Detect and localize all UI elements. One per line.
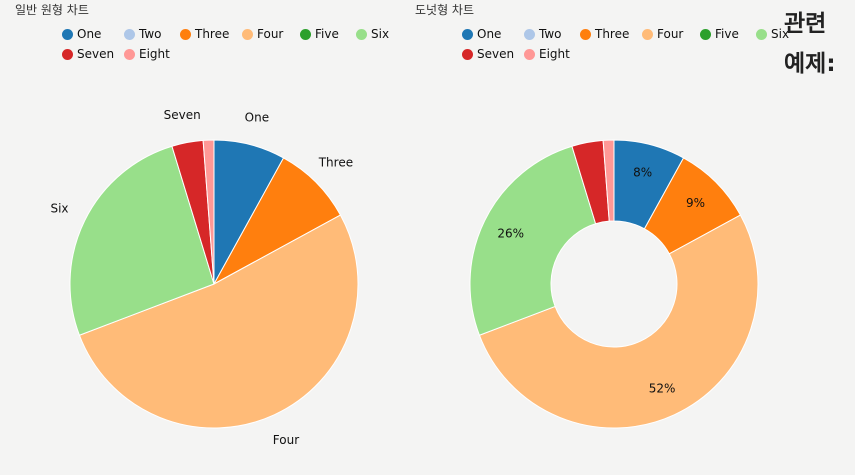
slice-eight[interactable] xyxy=(202,139,215,285)
legend-swatch xyxy=(462,48,473,60)
legend-label: Seven xyxy=(77,47,115,61)
legend-item-six[interactable]: Six xyxy=(356,27,389,41)
donut-chart: 8% 9% 52% 26% xyxy=(469,139,759,429)
legend-item-three[interactable]: Three xyxy=(580,27,629,41)
slice-three[interactable] xyxy=(212,157,342,286)
legend-item-one[interactable]: One xyxy=(62,27,101,41)
legend-swatch xyxy=(124,48,135,60)
legend-label: Eight xyxy=(139,47,170,61)
legend-item-four[interactable]: Four xyxy=(642,27,683,41)
legend-swatch xyxy=(756,28,767,40)
legend-item-two[interactable]: Two xyxy=(124,27,162,41)
slice-label-three: 9% xyxy=(686,196,705,210)
slice-label-seven: Seven xyxy=(164,108,201,122)
legend-item-eight[interactable]: Eight xyxy=(524,47,570,61)
slice-six[interactable] xyxy=(469,145,597,336)
legend-label: Four xyxy=(657,27,684,41)
heading-line-2: 예제: xyxy=(784,51,836,77)
legend-item-six[interactable]: Six xyxy=(756,27,789,41)
legend-item-one[interactable]: One xyxy=(462,27,501,41)
legend-label: One xyxy=(77,27,102,41)
donut-chart-title: 도넛형 차트 xyxy=(415,3,475,17)
legend-label: Two xyxy=(139,27,162,41)
legend-swatch xyxy=(62,48,73,60)
slice-four[interactable] xyxy=(478,214,759,429)
slice-four[interactable] xyxy=(78,214,359,429)
legend-label: Six xyxy=(771,27,790,41)
legend-swatch xyxy=(124,28,135,40)
legend-item-five[interactable]: Five xyxy=(700,27,739,41)
pie-chart: One Three Four Six Seven xyxy=(50,108,359,447)
legend-swatch xyxy=(524,48,535,60)
legend-label: Seven xyxy=(477,47,515,61)
legend-swatch xyxy=(462,28,473,40)
legend-item-five[interactable]: Five xyxy=(300,27,339,41)
legend-swatch xyxy=(356,28,367,40)
legend-swatch xyxy=(524,28,535,40)
legend-label: Three xyxy=(195,27,230,41)
legend-item-three[interactable]: Three xyxy=(180,27,229,41)
legend-label: Six xyxy=(371,27,390,41)
slice-label-four: 52% xyxy=(649,381,676,395)
legend-swatch xyxy=(642,28,653,40)
heading-line-1: 관련 xyxy=(784,11,827,37)
legend-swatch xyxy=(700,28,711,40)
legend-item-seven[interactable]: Seven xyxy=(462,47,514,61)
legend-label: Two xyxy=(539,27,562,41)
legend-item-four[interactable]: Four xyxy=(242,27,283,41)
slice-label-three: Three xyxy=(318,156,353,170)
legend-label: Three xyxy=(595,27,630,41)
legend-swatch xyxy=(580,28,591,40)
slice-label-six: 26% xyxy=(497,226,524,240)
slice-label-six: Six xyxy=(50,201,68,215)
legend-swatch xyxy=(300,28,311,40)
legend-label: Four xyxy=(257,27,284,41)
legend-swatch xyxy=(62,28,73,40)
pie-chart-title: 일반 원형 차트 xyxy=(15,3,89,17)
slice-label-four: Four xyxy=(273,433,299,447)
legend-label: Eight xyxy=(539,47,570,61)
slice-label-one: 8% xyxy=(633,166,652,180)
legend-item-eight[interactable]: Eight xyxy=(124,47,170,61)
legend-label: One xyxy=(477,27,502,41)
legend-swatch xyxy=(180,28,191,40)
slice-label-one: One xyxy=(245,110,269,124)
legend-label: Five xyxy=(715,27,739,41)
slice-eight[interactable] xyxy=(602,139,615,222)
legend-item-two[interactable]: Two xyxy=(524,27,562,41)
legend-label: Five xyxy=(315,27,339,41)
legend-item-seven[interactable]: Seven xyxy=(62,47,114,61)
related-examples-heading: 관련 예제: xyxy=(784,4,854,84)
slice-six[interactable] xyxy=(69,145,215,336)
legend-swatch xyxy=(242,28,253,40)
